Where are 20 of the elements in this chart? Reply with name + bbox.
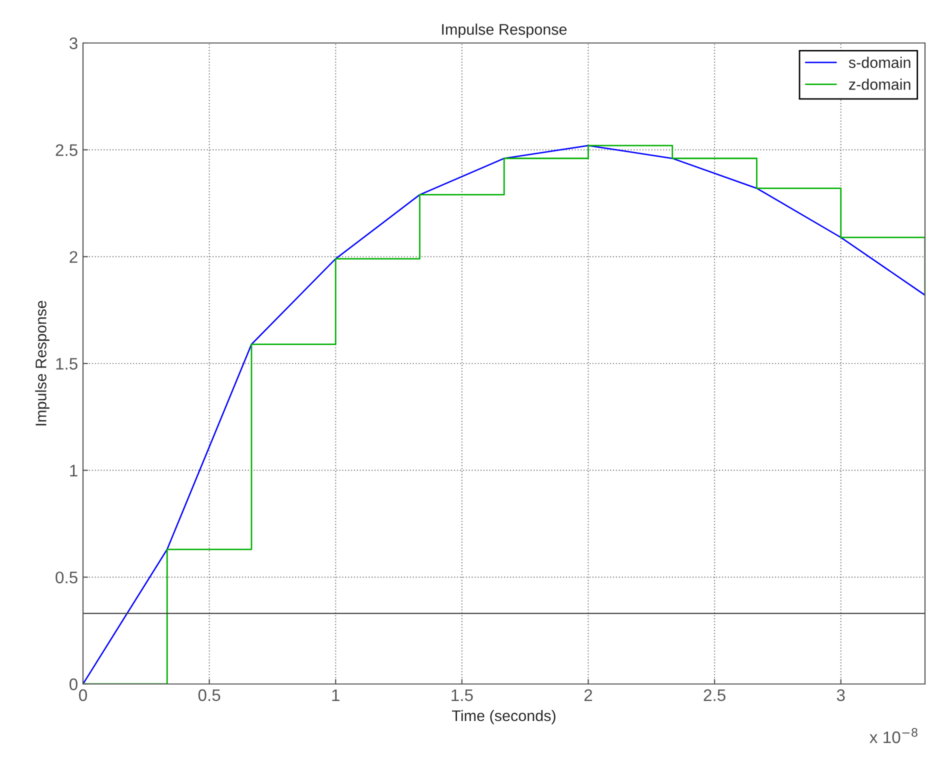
x-tick-label: 1.5 [452,689,473,702]
legend-label: z-domain [849,78,910,90]
x-tick-label: 0 [79,689,87,702]
x-tick-label: 2 [584,689,592,701]
y-tick-label: 0.5 [56,572,78,584]
y-tick-label: 0 [70,678,78,690]
y-tick-label: 1 [70,464,78,476]
legend-label: s-domain [848,56,910,68]
y-tick-label: 1.5 [56,358,78,370]
y-tick-label: 3 [70,37,78,50]
y-tick-label: 2 [70,251,78,263]
x-tick-label: 1 [332,689,340,701]
text: x 10$^{−8}$ [870,728,918,744]
x-tick-label: 3 [836,689,845,702]
y-tick-label: 2.5 [56,144,78,156]
chart-title: Impulse Response [442,24,567,38]
y-axis-title: Impulse Response [35,300,50,426]
x-tick-label: 0.5 [198,689,220,702]
x-axis-title: Time (seconds) [452,710,556,724]
x-tick-label: 2.5 [704,689,726,702]
